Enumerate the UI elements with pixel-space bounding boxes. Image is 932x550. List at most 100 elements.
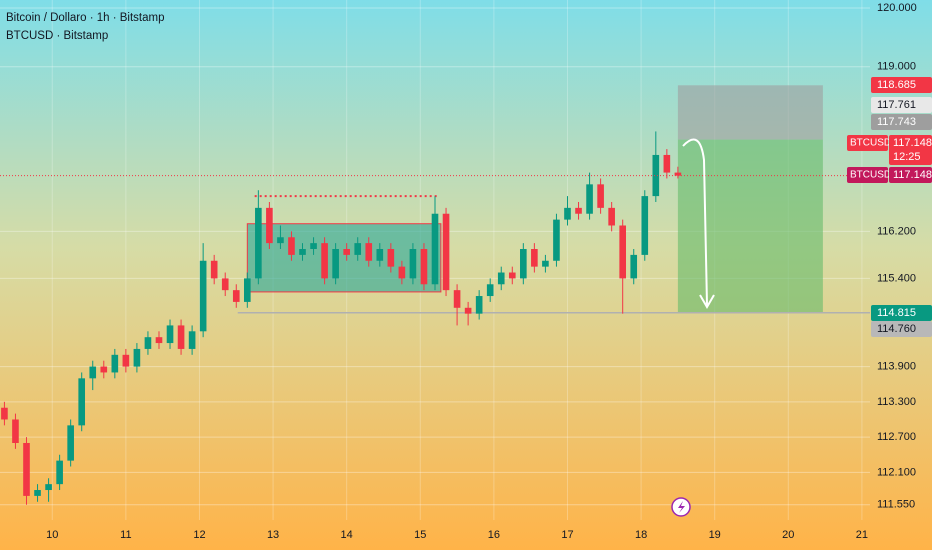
x-tick-label: 16: [488, 529, 500, 541]
price-tag-label: 114.815: [877, 307, 916, 319]
price-tag: [871, 77, 932, 93]
price-tag: [871, 321, 932, 337]
candle-body: [321, 243, 328, 279]
candle-body: [575, 207, 582, 214]
x-tick-label: 11: [120, 529, 131, 541]
candle-body: [652, 154, 660, 197]
tag-name: BTCUSD: [850, 138, 891, 149]
x-tick-label: 12: [193, 529, 205, 541]
candle-body: [453, 290, 461, 308]
x-tick-label: 20: [782, 529, 794, 541]
y-tick-label: 120.000: [877, 2, 917, 14]
y-tick-label: 113.900: [877, 360, 916, 372]
event-bolt: [678, 501, 685, 513]
price-tag-label: 117.761: [877, 99, 916, 111]
candle-body: [1, 407, 8, 420]
price-tag-label: 117.148: [893, 169, 932, 181]
candle-body: [67, 425, 74, 461]
candle-body: [586, 184, 593, 214]
price-tag: [871, 97, 932, 113]
price-tag: [889, 135, 932, 165]
candle-body: [431, 213, 439, 285]
zone: [246, 223, 442, 293]
candle-body: [641, 196, 649, 255]
candle-body: [497, 272, 505, 285]
candle-body: [155, 337, 163, 344]
projection-arrow: [682, 138, 708, 306]
candle-body: [111, 354, 119, 373]
y-tick-label: 119.000: [877, 61, 916, 73]
candle-body: [210, 260, 218, 279]
candle-body: [663, 154, 671, 173]
candle-body: [243, 278, 251, 302]
price-tag: [889, 167, 932, 183]
candle-body: [45, 484, 52, 491]
candle-body: [608, 207, 615, 226]
x-tick-label: 14: [341, 529, 353, 541]
y-tick-label: 112.700: [877, 431, 916, 443]
tag-name-box: [847, 167, 888, 183]
candle-body: [553, 219, 560, 261]
candle-body: [78, 378, 86, 426]
candle-body: [133, 348, 141, 367]
candle-body: [188, 331, 196, 349]
candle-body: [365, 243, 373, 261]
chart-subtitle: BTCUSD · Bitstamp: [6, 30, 108, 42]
tag-name-box: [847, 135, 888, 151]
candle-body: [89, 366, 97, 379]
candle-body: [122, 354, 130, 367]
x-tick-label: 19: [709, 529, 721, 541]
candle-body: [520, 249, 527, 279]
price-tag-label: 117.743: [877, 116, 916, 128]
candle-body: [221, 278, 229, 291]
zone: [677, 85, 823, 140]
candle-body: [100, 366, 108, 373]
candle-body: [420, 249, 428, 285]
candle-body: [597, 184, 604, 208]
candle-body: [177, 325, 185, 349]
candle-body: [564, 207, 571, 220]
candle-body: [310, 243, 317, 250]
candle-body: [232, 290, 240, 302]
x-tick-label: 21: [856, 529, 868, 541]
candle-body: [266, 207, 273, 244]
x-tick-label: 18: [635, 529, 647, 541]
candle-body: [542, 260, 549, 267]
candle-body: [486, 284, 494, 297]
countdown: 12:25: [893, 151, 921, 163]
x-tick-label: 10: [46, 529, 58, 541]
candle-body: [508, 272, 516, 279]
candle-body: [277, 237, 284, 244]
candle-body: [34, 490, 41, 496]
candle-body: [387, 249, 395, 267]
price-tag: [871, 114, 932, 130]
arrow-head: [699, 294, 715, 309]
candle-body: [144, 337, 152, 349]
candle-body: [343, 249, 350, 255]
candle-body: [398, 266, 406, 279]
candle-body: [409, 249, 417, 279]
candle-body: [166, 325, 174, 344]
price-tag-label: 118.685: [877, 79, 916, 91]
y-tick-label: 111.550: [877, 499, 915, 511]
candle-body: [12, 419, 19, 443]
chart-title: Bitcoin / Dollaro · 1h · Bitstamp: [6, 12, 165, 24]
tag-name: BTCUSD: [850, 170, 891, 181]
candle-body: [376, 249, 384, 261]
candle-body: [354, 243, 362, 255]
candle-body: [288, 237, 295, 255]
candle-body: [56, 460, 63, 485]
candle-body: [332, 249, 339, 279]
price-tag: [871, 305, 932, 321]
candle-body: [442, 213, 450, 291]
price-tag-label: 117.148: [893, 137, 932, 149]
y-tick-label: 113.300: [877, 396, 916, 408]
candle-body: [255, 207, 262, 279]
candle-body: [630, 254, 638, 279]
candle-body: [23, 442, 30, 496]
candle-body: [464, 307, 472, 314]
y-tick-label: 115.400: [877, 272, 916, 284]
zone: [677, 139, 823, 313]
candle-body: [475, 296, 483, 314]
price-tag-label: 114.760: [877, 323, 916, 335]
